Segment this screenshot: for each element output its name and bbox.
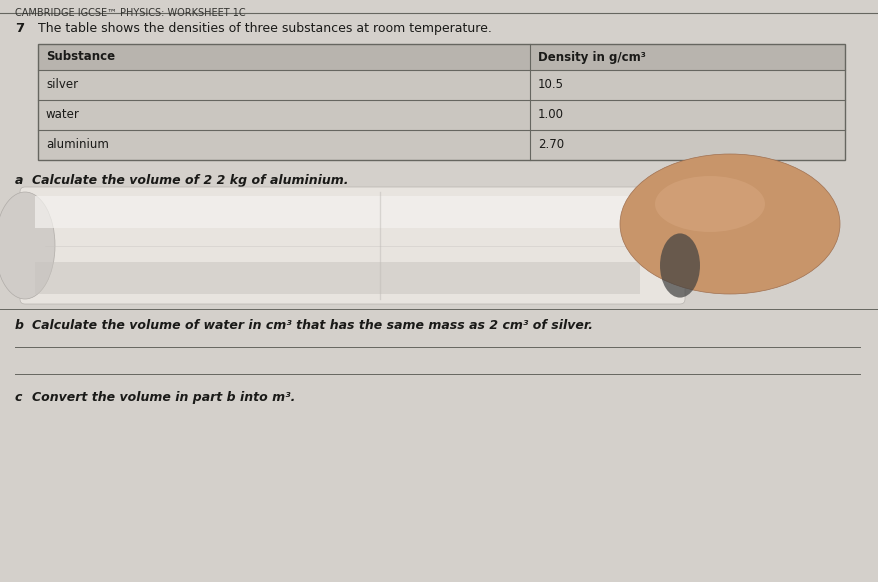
Text: a: a (15, 174, 24, 187)
Ellipse shape (654, 176, 764, 232)
Text: Convert the volume in part b into m³.: Convert the volume in part b into m³. (32, 391, 295, 404)
Text: 2.70: 2.70 (537, 139, 564, 151)
Text: CAMBRIDGE IGCSE™ PHYSICS: WORKSHEET 1C: CAMBRIDGE IGCSE™ PHYSICS: WORKSHEET 1C (15, 8, 245, 18)
Text: Calculate the volume of water in cm³ that has the same mass as 2 cm³ of silver.: Calculate the volume of water in cm³ tha… (32, 319, 593, 332)
Text: Density in g/cm³: Density in g/cm³ (537, 51, 645, 63)
Text: The table shows the densities of three substances at room temperature.: The table shows the densities of three s… (38, 22, 492, 35)
Ellipse shape (0, 192, 55, 299)
Bar (35, 196, 639, 228)
Text: 10.5: 10.5 (537, 79, 564, 91)
Text: aluminium: aluminium (46, 139, 109, 151)
FancyBboxPatch shape (20, 187, 684, 304)
Bar (35, 261, 639, 294)
Bar (38, 70, 844, 100)
Text: b: b (15, 319, 24, 332)
Bar (38, 100, 844, 130)
Text: Substance: Substance (46, 51, 115, 63)
Text: 7: 7 (15, 22, 24, 35)
Text: water: water (46, 108, 80, 122)
Text: silver: silver (46, 79, 78, 91)
Ellipse shape (659, 233, 699, 297)
Bar (38, 44, 844, 160)
Bar (38, 44, 844, 70)
Text: c: c (15, 391, 22, 404)
Bar (38, 130, 844, 160)
Text: 1.00: 1.00 (537, 108, 564, 122)
Ellipse shape (619, 154, 839, 294)
Text: Calculate the volume of 2 2 kg of aluminium.: Calculate the volume of 2 2 kg of alumin… (32, 174, 348, 187)
